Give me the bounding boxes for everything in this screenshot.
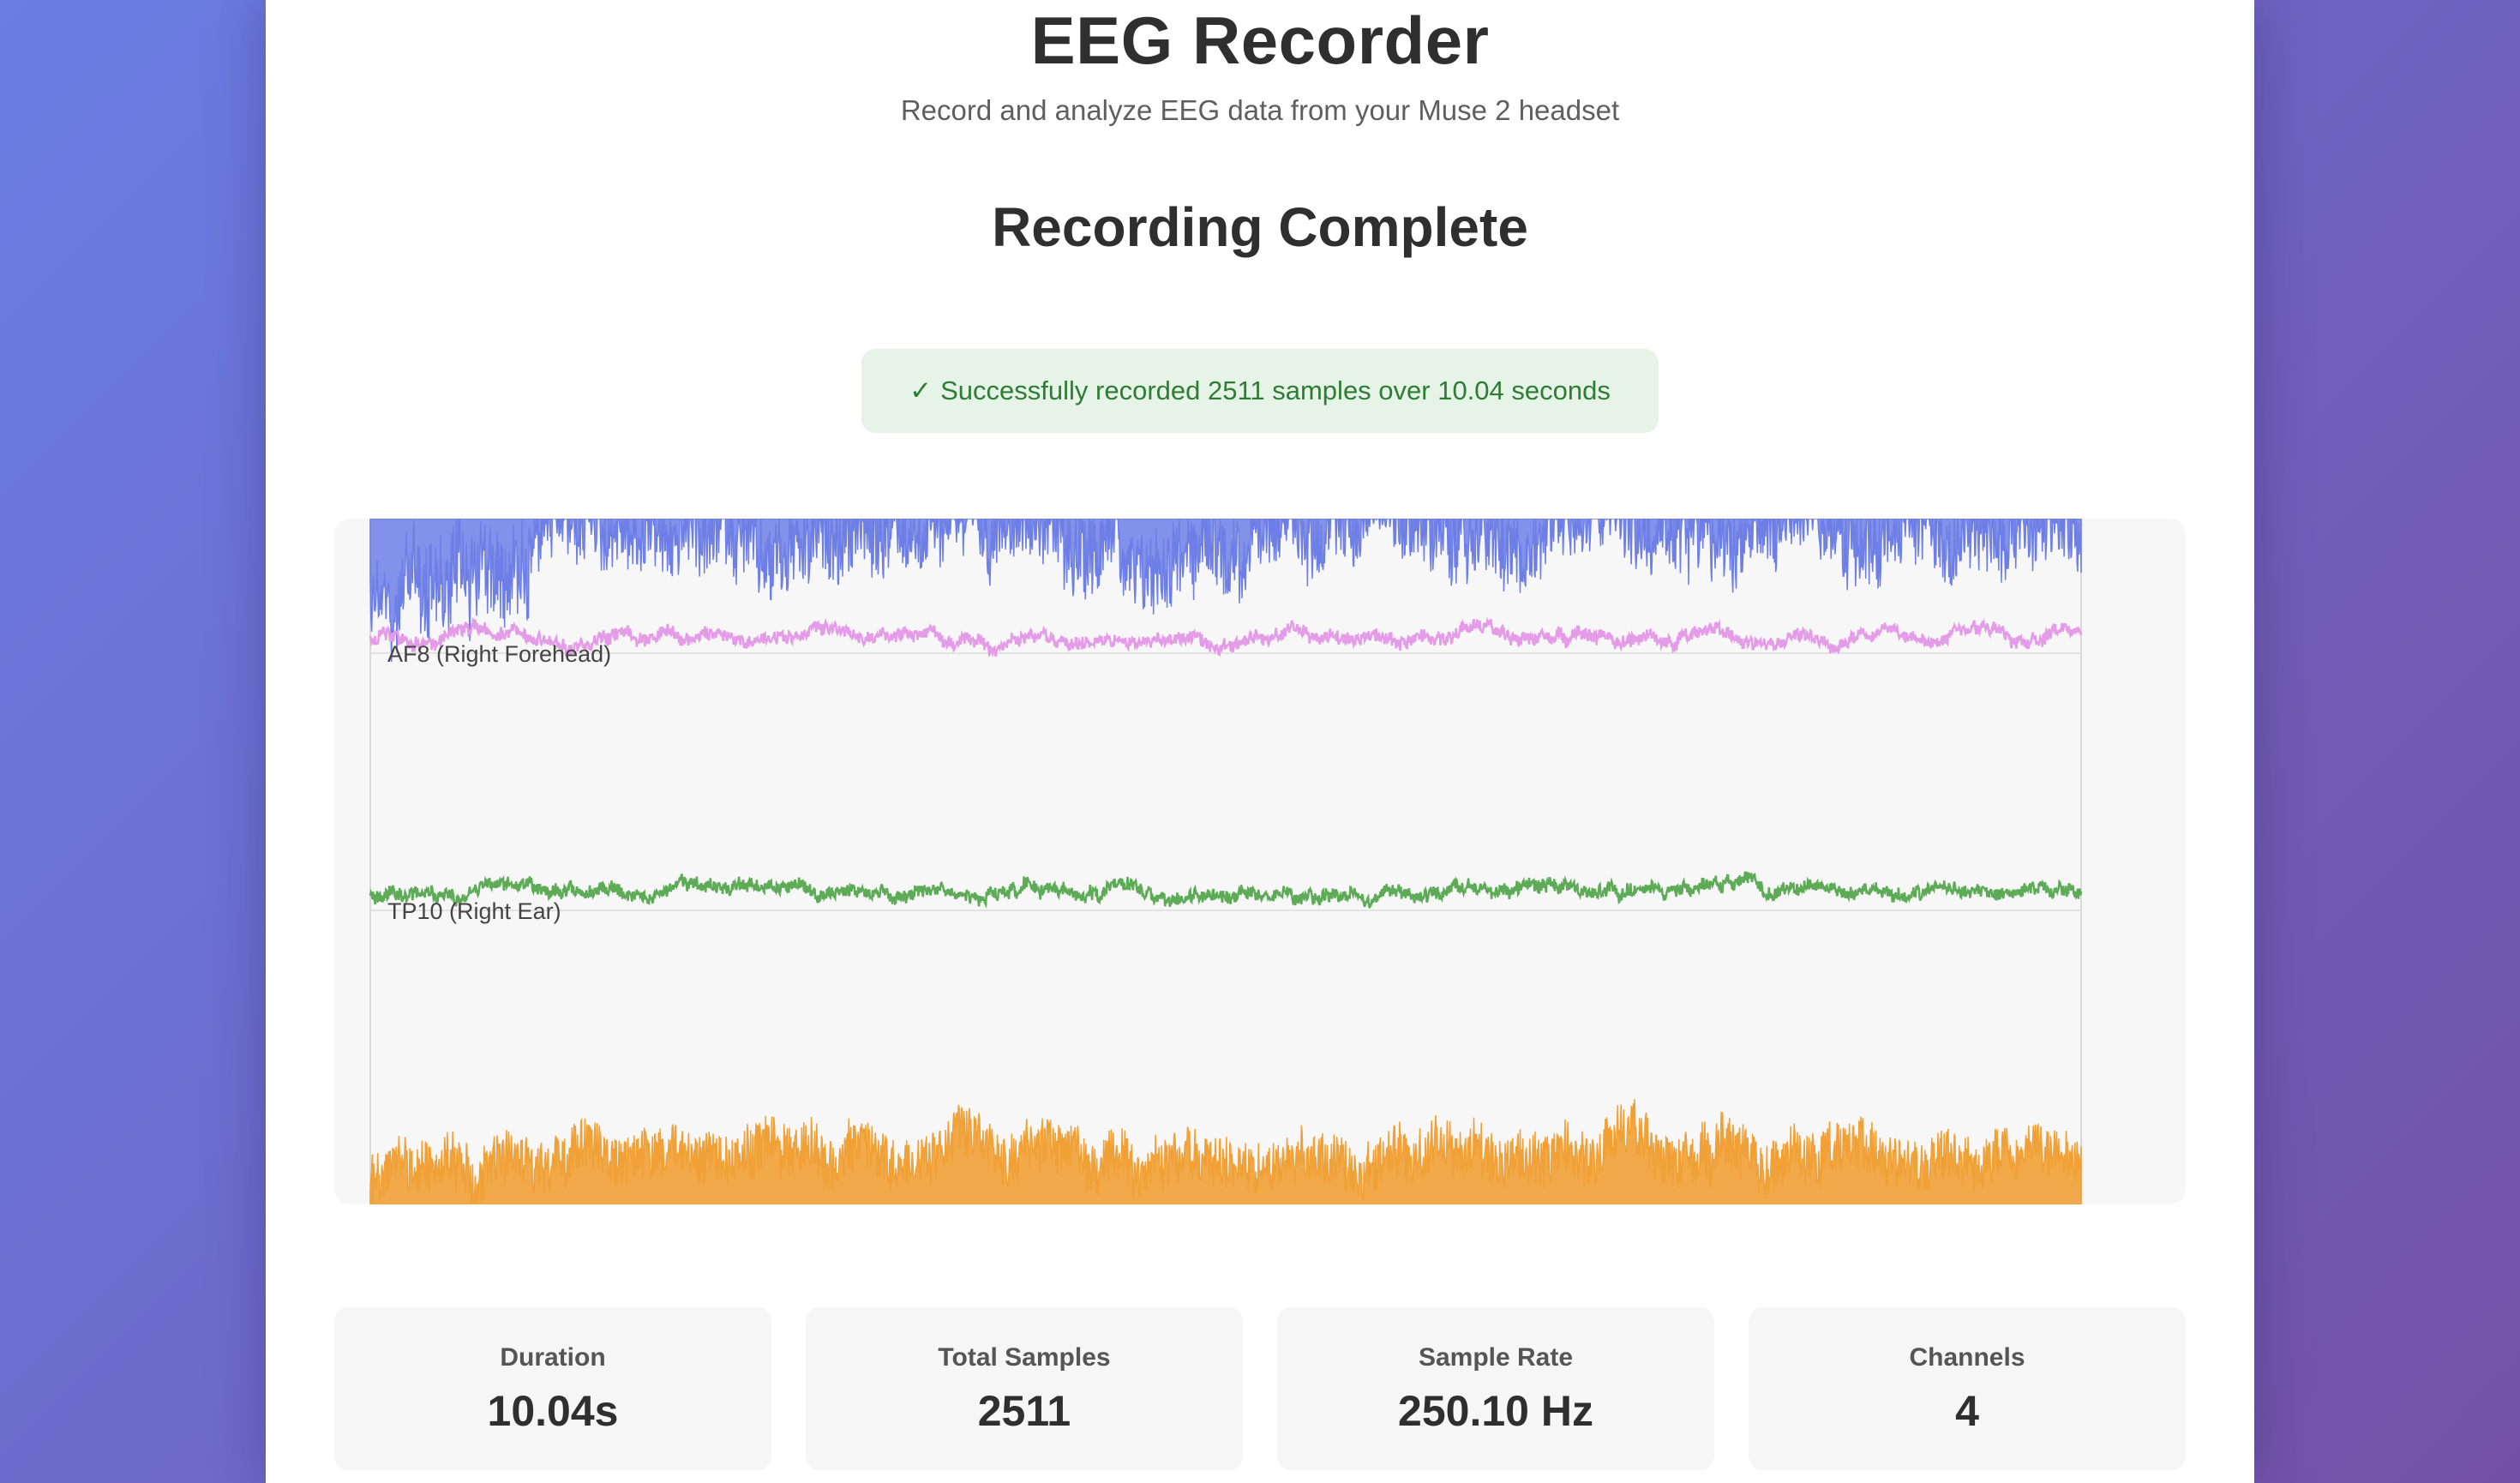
success-banner: ✓ Successfully recorded 2511 samples ove… bbox=[861, 349, 1659, 433]
stat-value: 250.10 Hz bbox=[1398, 1387, 1593, 1435]
channel-label: AF8 (Right Forehead) bbox=[387, 641, 611, 667]
success-message: Successfully recorded 2511 samples over … bbox=[940, 375, 1611, 405]
app-title: EEG Recorder bbox=[1030, 3, 1490, 78]
stat-card-sample-rate: Sample Rate 250.10 Hz bbox=[1277, 1307, 1714, 1470]
stat-label: Total Samples bbox=[938, 1343, 1111, 1372]
stat-label: Sample Rate bbox=[1418, 1343, 1574, 1372]
stat-value: 2511 bbox=[977, 1387, 1071, 1435]
stat-card-total-samples: Total Samples 2511 bbox=[806, 1307, 1243, 1470]
eeg-chart: AF8 (Right Forehead) TP10 (Right Ear) bbox=[369, 519, 2083, 1204]
app-subtitle: Record and analyze EEG data from your Mu… bbox=[900, 94, 1620, 126]
stat-card-duration: Duration 10.04s bbox=[334, 1307, 771, 1470]
stat-label: Duration bbox=[500, 1343, 606, 1372]
check-icon: ✓ bbox=[909, 375, 933, 405]
main-card: EEG Recorder Record and analyze EEG data… bbox=[266, 0, 2254, 1483]
eeg-trace-channel-3 bbox=[369, 871, 2083, 909]
eeg-trace-channel-2 bbox=[369, 616, 2083, 658]
stat-card-channels: Channels 4 bbox=[1749, 1307, 2186, 1470]
channel-label: TP10 (Right Ear) bbox=[387, 898, 561, 924]
status-heading: Recording Complete bbox=[992, 196, 1528, 258]
stat-value: 10.04s bbox=[487, 1387, 619, 1435]
stat-label: Channels bbox=[1909, 1343, 2025, 1372]
eeg-trace-channel-4 bbox=[369, 1099, 2082, 1204]
eeg-trace-channel-1 bbox=[369, 519, 2082, 663]
eeg-chart-panel: AF8 (Right Forehead) TP10 (Right Ear) bbox=[334, 519, 2186, 1204]
stat-value: 4 bbox=[1955, 1387, 1979, 1435]
